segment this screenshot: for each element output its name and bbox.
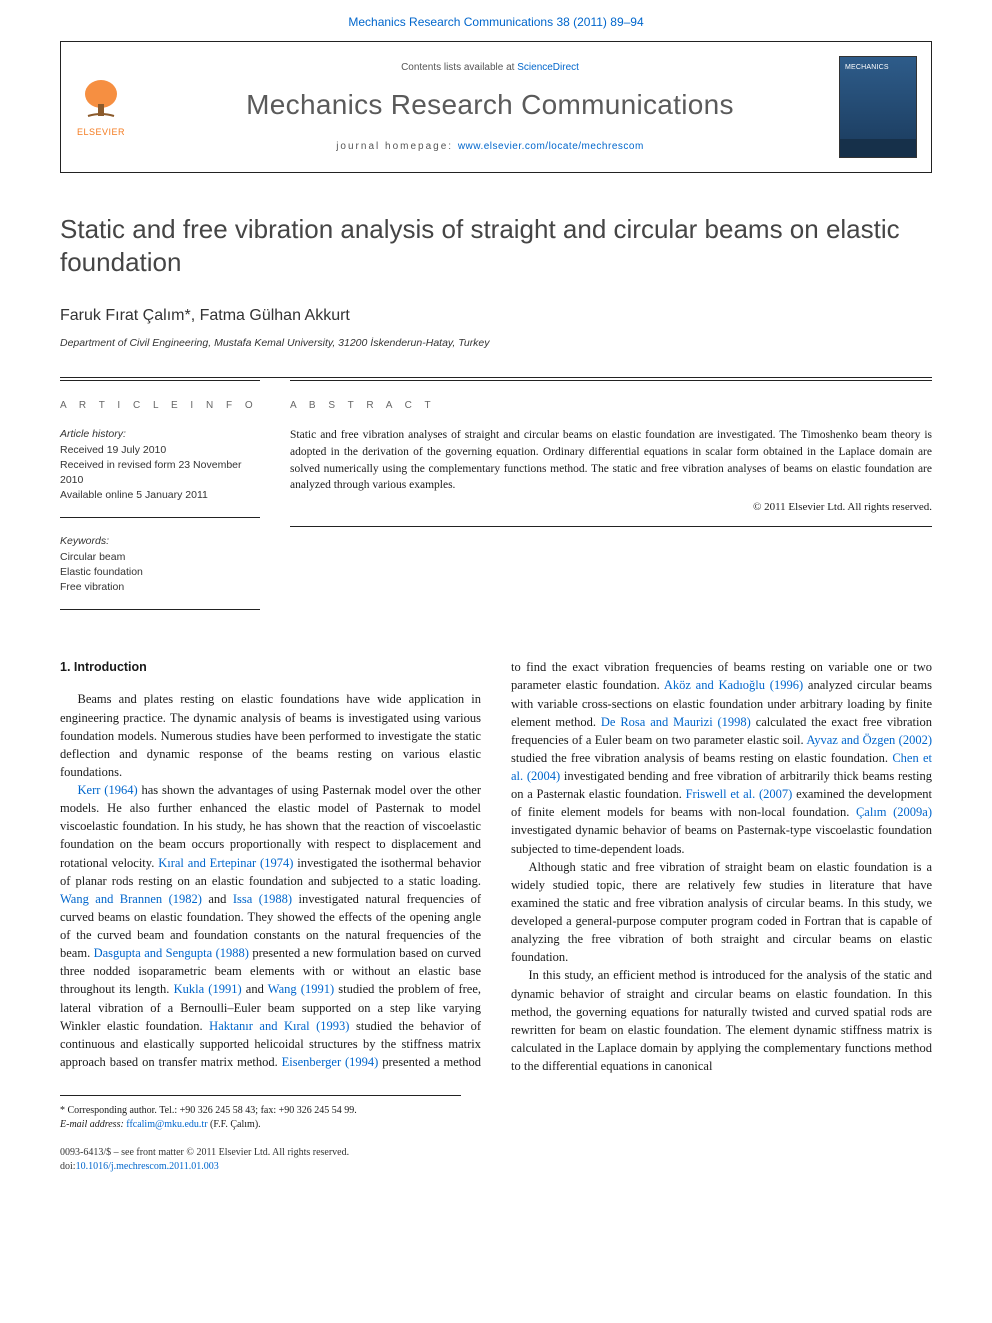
article-info-heading: A R T I C L E I N F O bbox=[60, 399, 260, 414]
footnotes: * Corresponding author. Tel.: +90 326 24… bbox=[60, 1095, 461, 1132]
masthead: ELSEVIER Contents lists available at Sci… bbox=[60, 41, 932, 173]
abstract-heading: A B S T R A C T bbox=[290, 399, 932, 414]
top-citation-link[interactable]: Mechanics Research Communications 38 (20… bbox=[348, 15, 643, 29]
publisher-logo: ELSEVIER bbox=[61, 76, 141, 139]
ref-link[interactable]: Ayvaz and Özgen (2002) bbox=[806, 733, 932, 747]
email-line: E-mail address: ffcalim@mku.edu.tr (F.F.… bbox=[60, 1118, 461, 1132]
history-received: Received 19 July 2010 bbox=[60, 443, 260, 458]
issn-line: 0093-6413/$ – see front matter © 2011 El… bbox=[60, 1146, 932, 1160]
homepage-line: journal homepage: www.elsevier.com/locat… bbox=[141, 140, 839, 155]
history-online: Available online 5 January 2011 bbox=[60, 488, 260, 503]
ref-link[interactable]: Kerr (1964) bbox=[78, 783, 138, 797]
ref-link[interactable]: Wang and Brannen (1982) bbox=[60, 892, 202, 906]
history-label: Article history: bbox=[60, 427, 260, 442]
masthead-center: Contents lists available at ScienceDirec… bbox=[141, 61, 839, 155]
ref-link[interactable]: Kukla (1991) bbox=[174, 982, 242, 996]
keyword: Free vibration bbox=[60, 580, 260, 595]
article-area: Static and free vibration analysis of st… bbox=[0, 213, 992, 1132]
ref-link[interactable]: Issa (1988) bbox=[233, 892, 292, 906]
email-link[interactable]: ffcalim@mku.edu.tr bbox=[126, 1119, 207, 1130]
corresponding-author: * Corresponding author. Tel.: +90 326 24… bbox=[60, 1104, 461, 1118]
article-title: Static and free vibration analysis of st… bbox=[60, 213, 932, 278]
cover-title: MECHANICS bbox=[840, 57, 916, 75]
body-paragraph: Although static and free vibration of st… bbox=[511, 858, 932, 967]
keyword: Elastic foundation bbox=[60, 565, 260, 580]
ref-link[interactable]: De Rosa and Maurizi (1998) bbox=[601, 715, 751, 729]
journal-cover-thumb: MECHANICS bbox=[839, 56, 917, 158]
abstract-text: Static and free vibration analyses of st… bbox=[290, 427, 932, 494]
ref-link[interactable]: Kıral and Ertepinar (1974) bbox=[158, 856, 293, 870]
info-abstract-row: A R T I C L E I N F O Article history: R… bbox=[60, 377, 932, 610]
doi-line: doi:10.1016/j.mechrescom.2011.01.003 bbox=[60, 1160, 932, 1174]
ref-link[interactable]: Haktanır and Kıral (1993) bbox=[209, 1019, 349, 1033]
ref-link[interactable]: Çalım (2009a) bbox=[856, 805, 932, 819]
abstract-copyright: © 2011 Elsevier Ltd. All rights reserved… bbox=[290, 500, 932, 516]
ref-link[interactable]: Wang (1991) bbox=[268, 982, 334, 996]
homepage-link[interactable]: www.elsevier.com/locate/mechrescom bbox=[458, 141, 644, 152]
history-revised: Received in revised form 23 November 201… bbox=[60, 458, 260, 488]
elsevier-tree-icon bbox=[78, 76, 124, 122]
publisher-name: ELSEVIER bbox=[77, 126, 125, 139]
article-info-column: A R T I C L E I N F O Article history: R… bbox=[60, 380, 260, 610]
abstract-column: A B S T R A C T Static and free vibratio… bbox=[290, 380, 932, 610]
article-history: Article history: Received 19 July 2010 R… bbox=[60, 427, 260, 518]
keywords-block: Keywords: Circular beam Elastic foundati… bbox=[60, 534, 260, 610]
bottom-matter: 0093-6413/$ – see front matter © 2011 El… bbox=[0, 1146, 992, 1194]
body-paragraph: Beams and plates resting on elastic foun… bbox=[60, 690, 481, 781]
authors: Faruk Fırat Çalım*, Fatma Gülhan Akkurt bbox=[60, 304, 932, 327]
keywords-label: Keywords: bbox=[60, 534, 260, 549]
body-paragraph: In this study, an efficient method is in… bbox=[511, 966, 932, 1075]
sciencedirect-link[interactable]: ScienceDirect bbox=[517, 62, 579, 73]
keyword: Circular beam bbox=[60, 550, 260, 565]
ref-link[interactable]: Friswell et al. (2007) bbox=[686, 787, 793, 801]
section-heading: 1. Introduction bbox=[60, 658, 481, 676]
affiliation: Department of Civil Engineering, Mustafa… bbox=[60, 336, 932, 351]
ref-link[interactable]: Dasgupta and Sengupta (1988) bbox=[94, 946, 249, 960]
ref-link[interactable]: Eisenberger (1994) bbox=[282, 1055, 379, 1069]
doi-link[interactable]: 10.1016/j.mechrescom.2011.01.003 bbox=[76, 1161, 219, 1172]
top-citation: Mechanics Research Communications 38 (20… bbox=[0, 0, 992, 41]
ref-link[interactable]: Aköz and Kadıoğlu (1996) bbox=[664, 678, 803, 692]
body-columns: 1. Introduction Beams and plates resting… bbox=[60, 658, 932, 1075]
contents-line: Contents lists available at ScienceDirec… bbox=[141, 61, 839, 76]
journal-name: Mechanics Research Communications bbox=[141, 85, 839, 126]
